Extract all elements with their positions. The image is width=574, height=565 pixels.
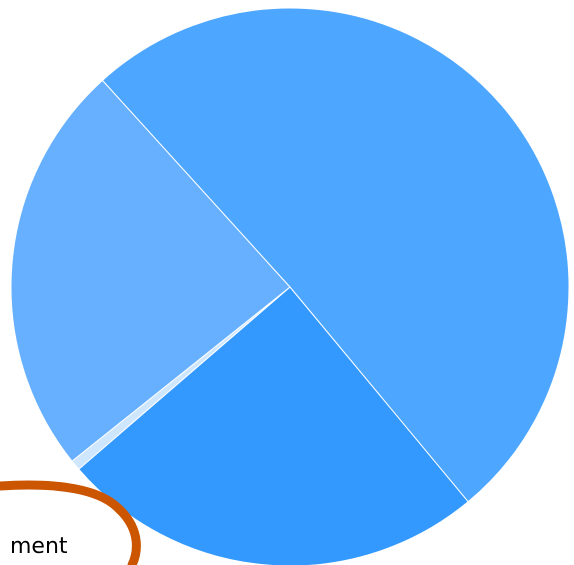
annotation-ring [0,480,141,565]
pie-slice-4 [101,7,570,503]
annotation-label: ment [10,534,68,559]
pie-slice-3 [10,79,291,462]
pie-slices [10,7,570,565]
annotation: ment [0,480,141,565]
